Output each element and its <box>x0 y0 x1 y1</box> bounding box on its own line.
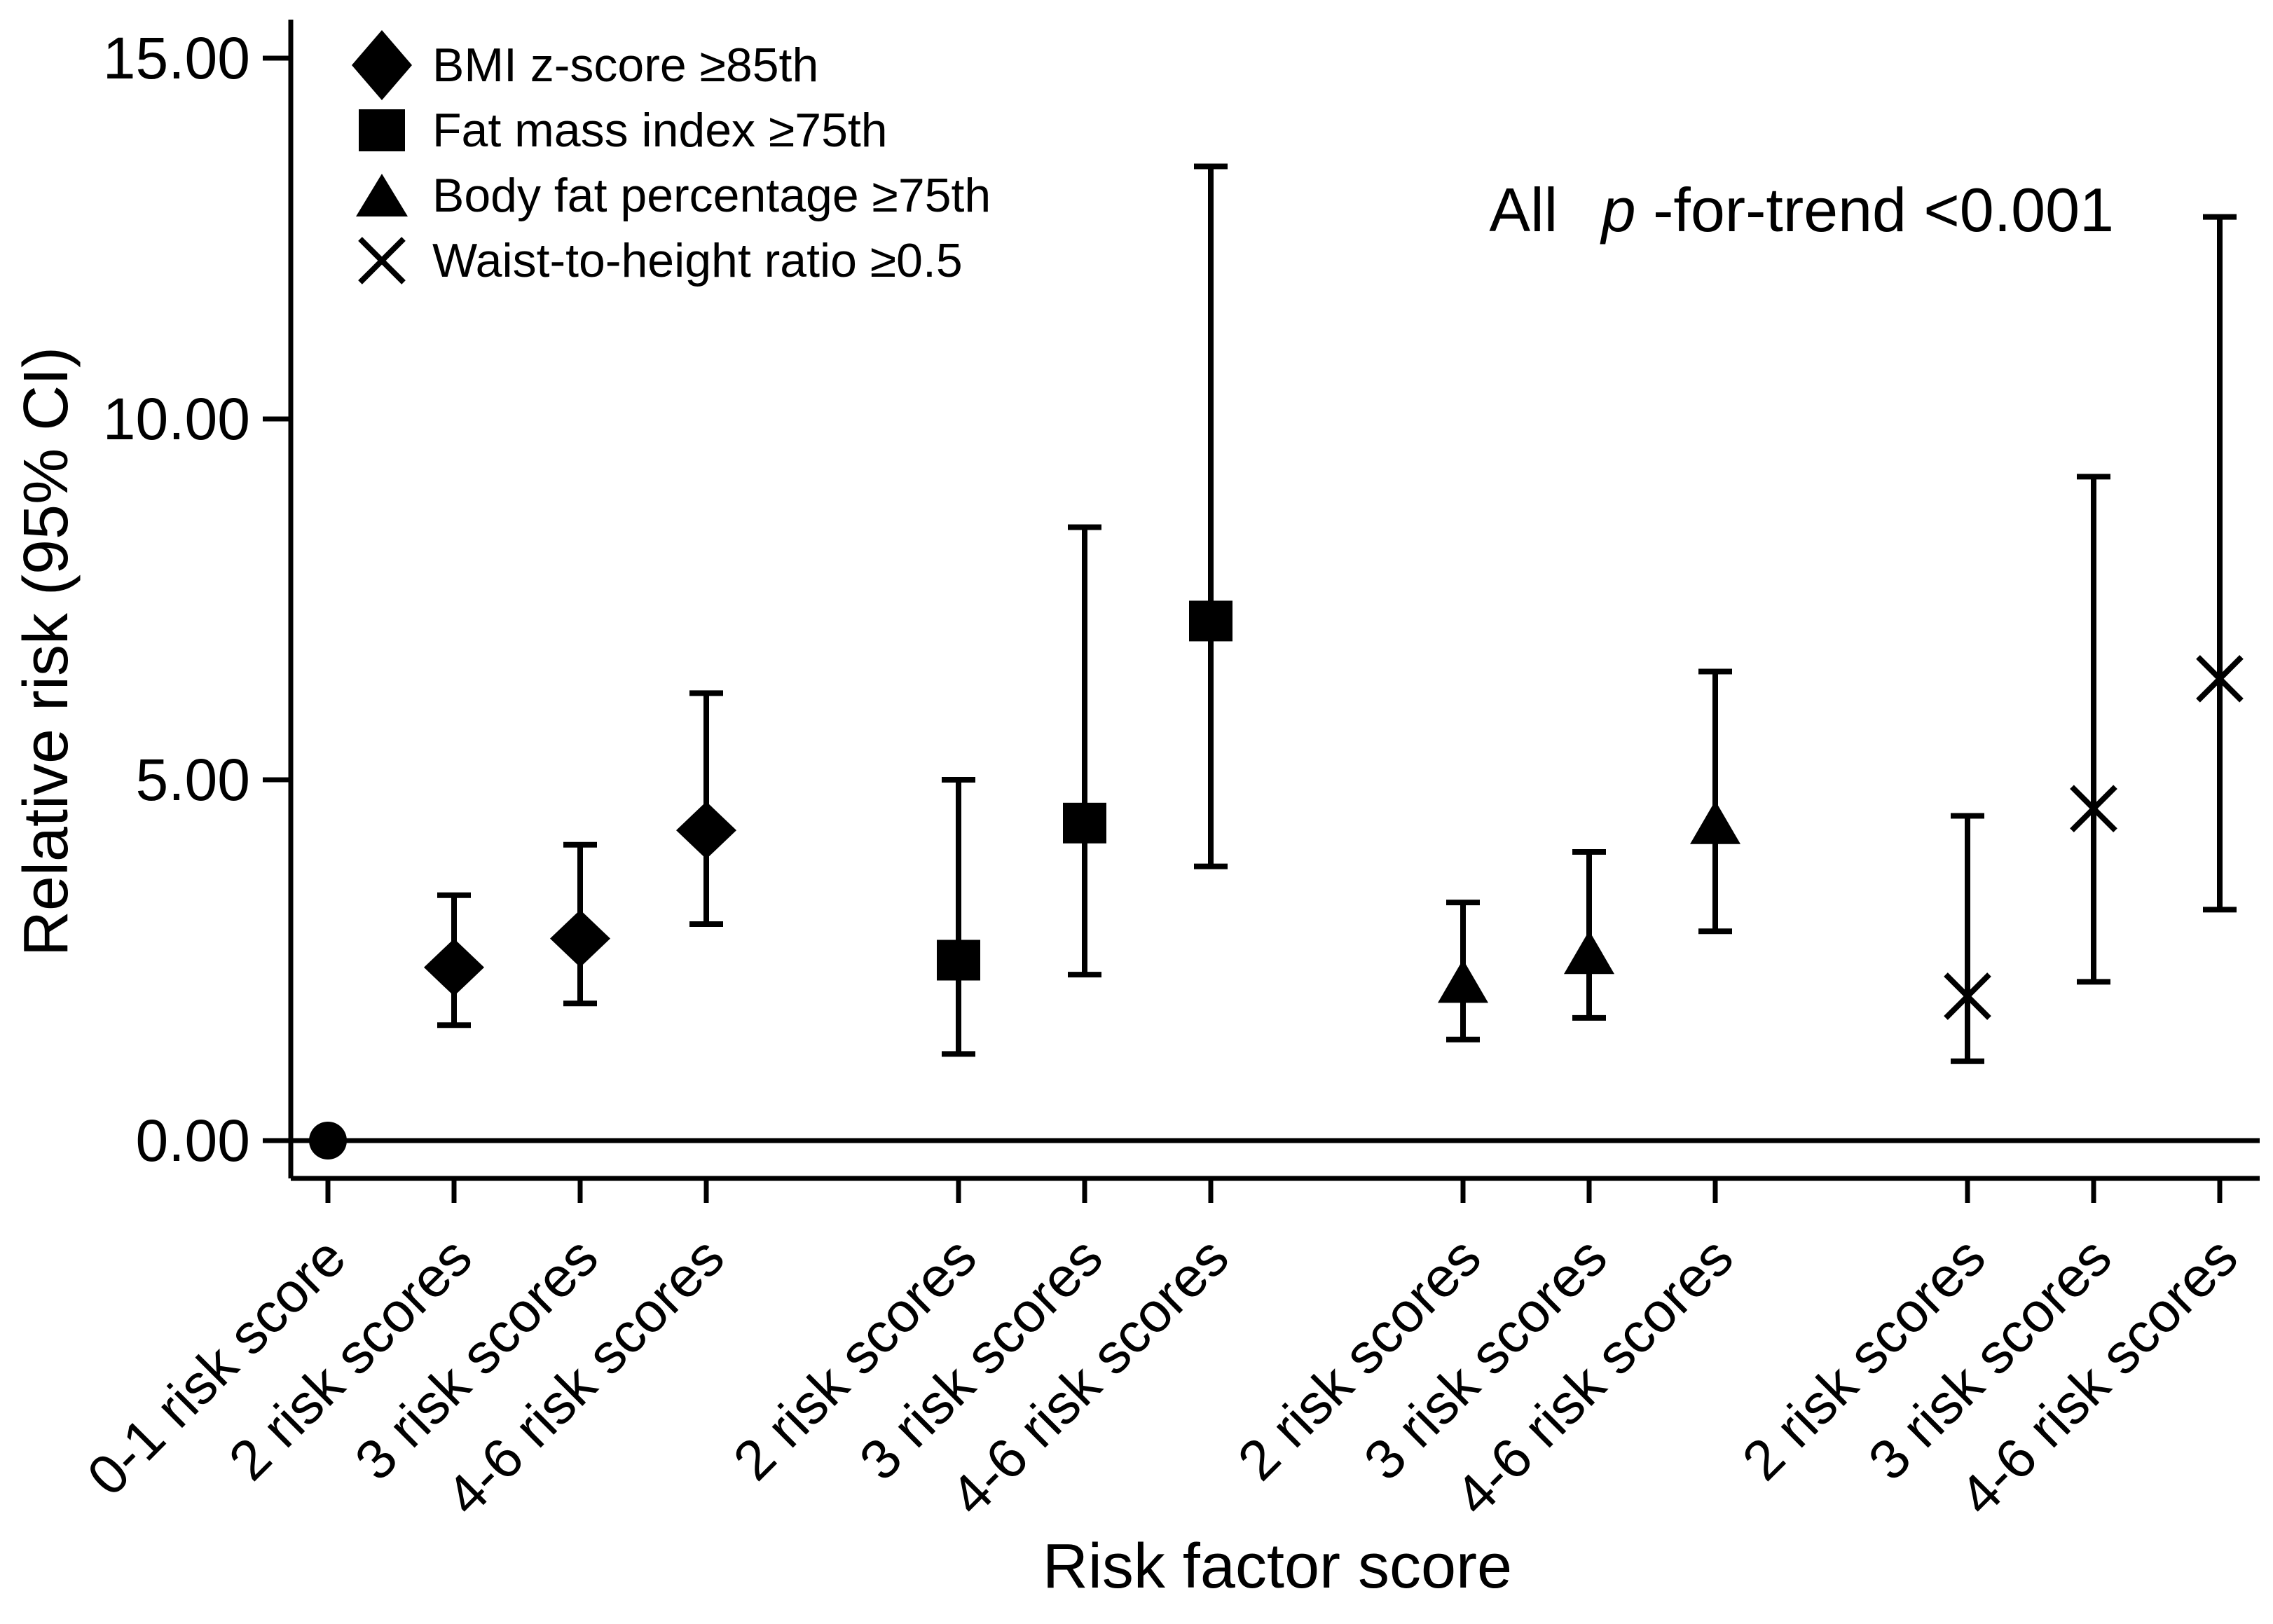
legend-item: Fat mass index ≥75th <box>359 104 888 157</box>
legend-label: BMI z-score ≥85th <box>432 39 818 92</box>
data-layer <box>309 163 2244 1159</box>
estimate-with-ci <box>1189 163 1232 869</box>
estimate-with-ci <box>1944 813 1991 1064</box>
square-marker-icon <box>359 109 405 151</box>
estimate-with-ci <box>1564 849 1614 1021</box>
series-triangle <box>1438 668 1740 1042</box>
estimate-with-ci <box>937 777 980 1057</box>
series-x <box>1944 214 2244 1064</box>
y-axis-title: Relative risk (95% CI) <box>11 347 81 956</box>
square-marker <box>1063 802 1106 844</box>
y-tick-label: 10.00 <box>103 386 250 452</box>
x-marker-stroke <box>1944 972 1991 1020</box>
estimate-with-ci <box>550 841 610 1007</box>
x-marker <box>2196 654 2244 703</box>
estimate-with-ci <box>1438 900 1488 1042</box>
annotation-post: -for-trend <0.001 <box>1653 175 2114 245</box>
diamond-marker <box>550 909 610 968</box>
legend-item: BMI z-score ≥85th <box>352 30 818 100</box>
y-tick-label: 15.00 <box>103 25 250 91</box>
p-for-trend-annotation: All p -for-trend <0.001 <box>1489 175 2114 245</box>
legend-label: Fat mass index ≥75th <box>432 104 888 157</box>
triangle-marker <box>1564 930 1614 975</box>
annotation-pre: All <box>1489 175 1558 245</box>
x-marker-stroke <box>2196 654 2244 703</box>
estimate-with-ci <box>676 690 736 927</box>
x-marker-icon <box>358 237 406 284</box>
x-marker-stroke <box>2070 785 2117 833</box>
triangle-marker <box>1438 959 1488 1003</box>
square-marker <box>1189 600 1232 642</box>
series-diamond <box>424 690 736 1028</box>
reference-point-marker <box>309 1122 347 1159</box>
square-marker <box>937 940 980 981</box>
diamond-marker <box>676 801 736 860</box>
triangle-marker <box>1690 800 1740 844</box>
annotation-p: p <box>1600 175 1636 245</box>
x-marker <box>1944 972 1991 1020</box>
legend-label: Body fat percentage ≥75th <box>432 169 991 222</box>
x-axis-title: Risk factor score <box>1043 1532 1512 1602</box>
estimate-with-ci <box>1063 524 1106 978</box>
series-square <box>937 163 1232 1057</box>
y-tick-label: 5.00 <box>136 747 251 813</box>
estimate-with-ci <box>2070 474 2117 985</box>
x-marker <box>2070 785 2117 833</box>
estimate-with-ci <box>424 892 484 1028</box>
legend-item: Body fat percentage ≥75th <box>356 169 991 222</box>
y-tick-label: 0.00 <box>136 1108 251 1174</box>
legend: BMI z-score ≥85th Fat mass index ≥75th B… <box>352 30 991 287</box>
triangle-marker-icon <box>356 174 408 216</box>
estimate-with-ci <box>1690 668 1740 935</box>
diamond-marker <box>424 938 484 996</box>
legend-item: Waist-to-height ratio ≥0.5 <box>358 234 963 287</box>
legend-label: Waist-to-height ratio ≥0.5 <box>432 234 963 287</box>
diamond-marker-icon <box>352 30 412 100</box>
estimate-with-ci <box>2196 214 2244 913</box>
